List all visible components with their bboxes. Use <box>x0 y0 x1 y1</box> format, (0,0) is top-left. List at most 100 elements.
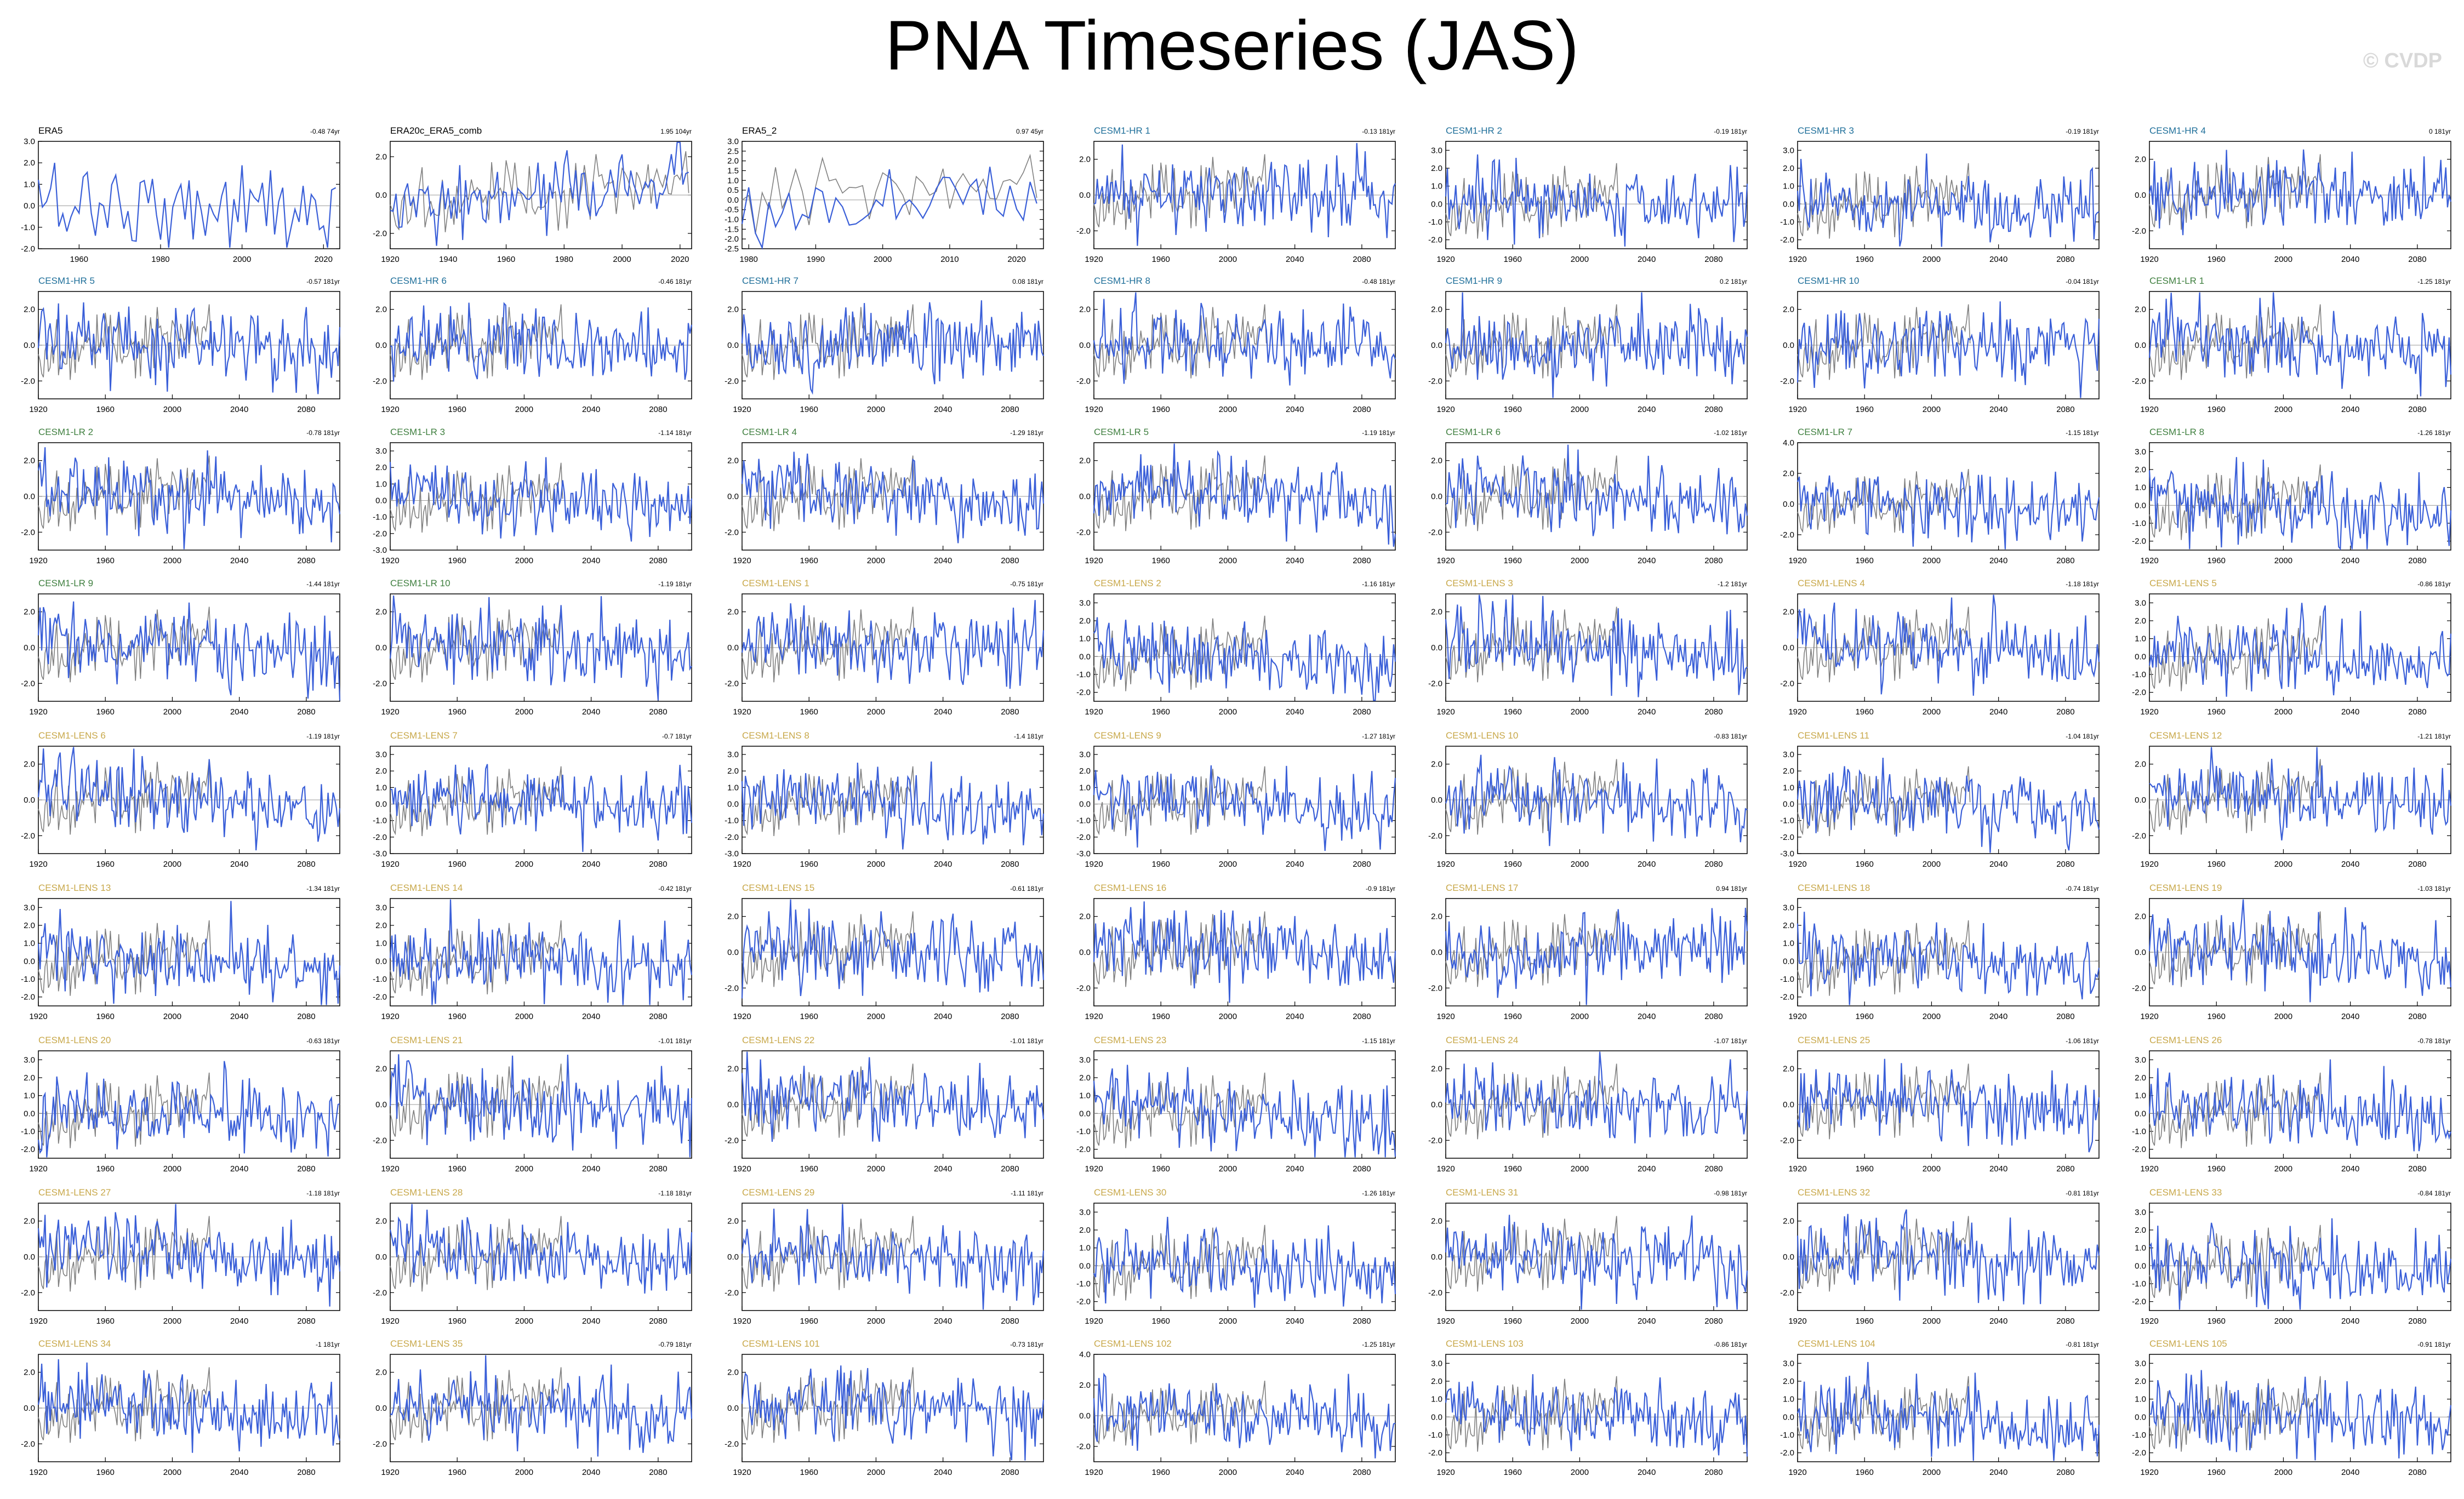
panel-title: CESM1-LENS 7 <box>390 730 458 741</box>
y-tick-label: -2.0 <box>725 833 739 842</box>
x-tick-label: 1960 <box>2208 1012 2226 1021</box>
y-tick-label: 0.0 <box>1079 341 1091 350</box>
panel-cesm1-lens-101: CESM1-LENS 101 -0.73 181yr 2.0 0.0 -2.0 1920 1… <box>725 1338 1045 1477</box>
y-tick-label: -2.0 <box>373 1136 387 1145</box>
panel-cesm1-hr-3: CESM1-HR 3 -0.19 181yr 3.0 2.0 1.0 0.0 -1.0 -2.… <box>1780 125 2100 264</box>
observed-series-line <box>390 1367 563 1443</box>
observed-series-line <box>742 1216 915 1292</box>
panel-title: CESM1-LENS 19 <box>2149 883 2222 893</box>
plot-frame <box>2149 593 2451 702</box>
x-tick-label: 2000 <box>515 1012 533 1021</box>
panel-title: CESM1-LENS 22 <box>742 1035 814 1045</box>
x-tick-label: 1960 <box>448 1468 466 1477</box>
x-tick-label: 1960 <box>800 860 818 869</box>
y-tick-label: 2.5 <box>727 147 739 156</box>
x-tick-label: 1960 <box>1152 860 1170 869</box>
x-tick-label: 2000 <box>1571 1317 1589 1326</box>
panel-cesm1-hr-8: CESM1-HR 8 -0.48 181yr 2.0 0.0 -2.0 1920 1960 2… <box>1076 276 1396 414</box>
x-tick-label: 2080 <box>649 1012 667 1021</box>
x-tick-label: 2000 <box>1219 707 1237 717</box>
x-tick-label: 2040 <box>1638 1317 1656 1326</box>
series-line <box>390 1355 693 1457</box>
plot-frame <box>742 141 1044 249</box>
panel-cesm1-lens-28: CESM1-LENS 28 -1.18 181yr 2.0 0.0 -2.0 1920 19… <box>373 1187 693 1326</box>
x-tick-label: 2040 <box>582 556 600 565</box>
x-tick-label: 2040 <box>582 707 600 717</box>
observed-series-line <box>2149 154 2323 230</box>
y-tick-label: -2.0 <box>1780 236 1794 245</box>
y-tick-label: -2.0 <box>725 1288 739 1297</box>
series-line <box>2148 1059 2452 1152</box>
series-line <box>1093 292 1396 386</box>
y-tick-label: -2.0 <box>725 1439 739 1449</box>
series-line <box>741 761 1045 850</box>
x-tick-label: 2000 <box>1219 1317 1237 1326</box>
panel-cesm1-lr-4: CESM1-LR 4 -1.29 181yr 2.0 0.0 -2.0 1920 1960 2… <box>725 427 1045 565</box>
x-tick-label: 1920 <box>1085 1468 1103 1477</box>
x-tick-label: 2080 <box>1001 1317 1019 1326</box>
series-line <box>390 141 689 246</box>
x-tick-label: 1960 <box>96 860 115 869</box>
x-tick-label: 1920 <box>381 1012 399 1021</box>
x-tick-label: 1920 <box>1788 1164 1806 1174</box>
panel-cesm1-lens-103: CESM1-LENS 103 -0.86 181yr 3.0 2.0 1.0 0.0 -1.… <box>1428 1338 1748 1477</box>
y-tick-label: -1.0 <box>1780 1431 1794 1440</box>
y-tick-label: 1.0 <box>1079 783 1091 792</box>
y-tick-label: 2.0 <box>24 456 35 466</box>
y-tick-label: 0.0 <box>24 796 35 805</box>
x-tick-label: 2080 <box>649 707 667 717</box>
observed-series-line <box>1093 1072 1267 1148</box>
y-tick-label: 0.0 <box>2135 501 2146 510</box>
plot-frame <box>38 141 340 249</box>
panel-title: CESM1-LENS 35 <box>390 1338 463 1349</box>
trend-label: 0 181yr <box>2429 128 2451 135</box>
trend-label: -0.73 181yr <box>1010 1341 1043 1348</box>
x-tick-label: 2000 <box>867 1317 885 1326</box>
panel-title: CESM1-LENS 102 <box>1094 1338 1172 1349</box>
y-tick-label: 0.0 <box>2135 652 2146 661</box>
y-tick-label: 2.0 <box>727 456 739 466</box>
x-tick-label: 2000 <box>1219 405 1237 414</box>
y-tick-label: -2.0 <box>1428 983 1442 993</box>
y-tick-label: 1.0 <box>1783 182 1794 191</box>
trend-label: -1.14 181yr <box>658 429 692 437</box>
y-tick-label: -2.0 <box>725 983 739 993</box>
x-tick-label: 2000 <box>1571 405 1589 414</box>
x-tick-label: 1920 <box>1436 1012 1455 1021</box>
series-line <box>37 447 341 550</box>
y-tick-label: 2.0 <box>727 305 739 314</box>
y-tick-label: 0.0 <box>1783 1412 1794 1422</box>
series-line <box>1093 1065 1396 1158</box>
trend-label: -1.01 181yr <box>658 1037 692 1045</box>
x-tick-label: 2080 <box>297 1012 315 1021</box>
x-tick-label: 2080 <box>1704 556 1722 565</box>
y-tick-label: 2.0 <box>1783 921 1794 930</box>
x-tick-label: 2000 <box>2274 1317 2292 1326</box>
x-tick-label: 2000 <box>867 1468 885 1477</box>
x-tick-label: 2040 <box>1989 405 2007 414</box>
y-tick-label: 0.0 <box>24 643 35 653</box>
x-tick-label: 1920 <box>2140 707 2158 717</box>
plot-frame <box>390 442 692 551</box>
y-tick-label: 2.0 <box>1079 912 1091 922</box>
x-tick-label: 1960 <box>1152 1012 1170 1021</box>
y-tick-label: -2.0 <box>1780 1288 1794 1297</box>
x-tick-label: 2080 <box>1704 405 1722 414</box>
x-tick-label: 1920 <box>2140 1468 2158 1477</box>
y-tick-label: 0.0 <box>24 957 35 966</box>
x-tick-label: 1990 <box>807 255 825 264</box>
x-tick-label: 1920 <box>1788 556 1806 565</box>
observed-series-line <box>1093 455 1267 531</box>
panel-cesm1-lens-102: CESM1-LENS 102 -1.25 181yr 4.0 2.0 0.0 -2.0 19… <box>1076 1338 1396 1477</box>
trend-label: 0.97 45yr <box>1016 128 1043 135</box>
panel-cesm1-lens-22: CESM1-LENS 22 -1.01 181yr 2.0 0.0 -2.0 1920 19… <box>725 1035 1045 1174</box>
trend-label: -1.18 181yr <box>2066 580 2099 588</box>
y-tick-label: -2.0 <box>1428 528 1442 537</box>
y-tick-label: -2.0 <box>1780 376 1794 386</box>
panel-cesm1-lens-11: CESM1-LENS 11 -1.04 181yr 3.0 2.0 1.0 0.0 -1.0… <box>1780 730 2100 869</box>
panel-cesm1-hr-9: CESM1-HR 9 0.2 181yr 2.0 0.0 -2.0 1920 1960 200… <box>1428 276 1748 414</box>
y-tick-label: 0.0 <box>1079 492 1091 501</box>
trend-label: -1.19 181yr <box>306 733 340 740</box>
x-tick-label: 2040 <box>1286 1468 1304 1477</box>
y-tick-label: -1.0 <box>2132 1127 2146 1136</box>
